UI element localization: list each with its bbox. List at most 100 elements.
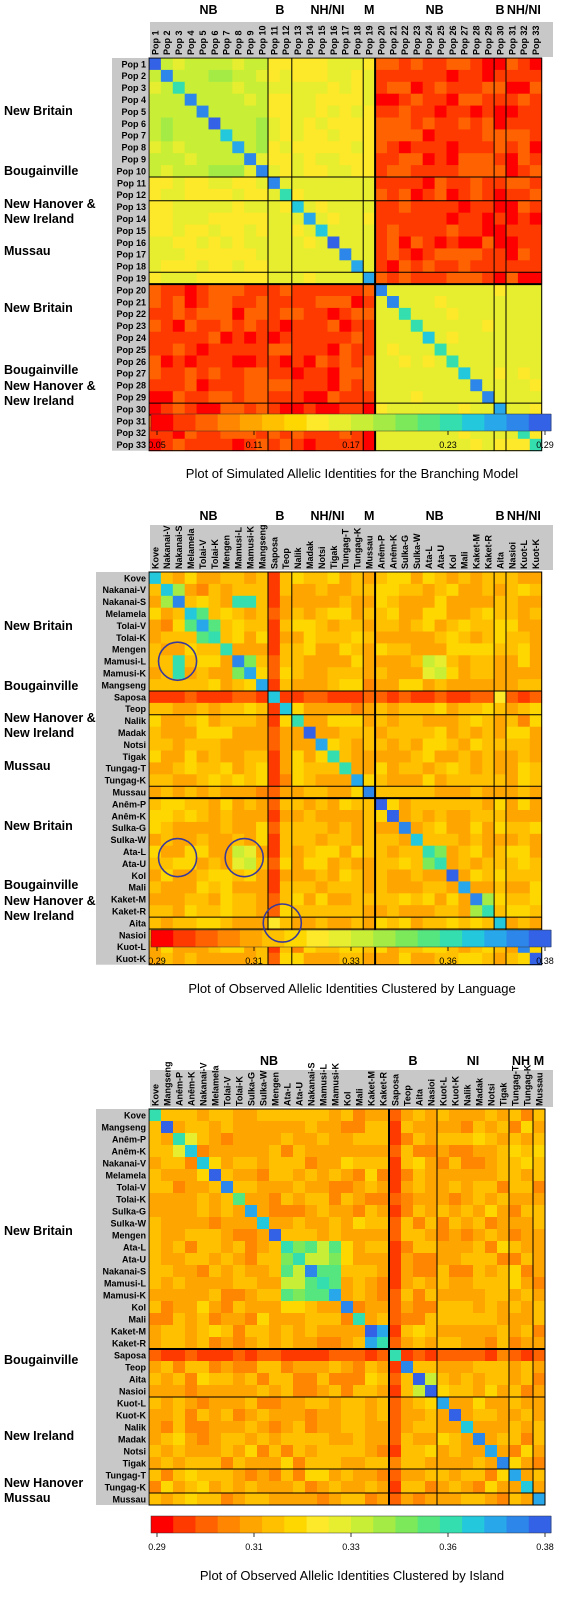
heatmap-cell (233, 1433, 246, 1446)
heatmap-cell (305, 1397, 318, 1410)
heatmap-cell (497, 1121, 510, 1134)
heatmap-cell (173, 1193, 186, 1206)
heatmap-cell (375, 798, 388, 811)
heatmap-cell (279, 893, 293, 906)
heatmap-cell (257, 1313, 270, 1326)
heatmap-cell (410, 762, 424, 775)
heatmap-cell (208, 438, 221, 452)
heatmap-cell (184, 572, 197, 585)
heatmap-cell (529, 619, 543, 632)
heatmap-cell (529, 367, 543, 380)
heatmap-cell (208, 129, 221, 142)
heatmap-cell (473, 1157, 486, 1170)
heatmap-cell (160, 643, 174, 656)
heatmap-cell (268, 307, 281, 321)
heatmap-cell (461, 1289, 474, 1302)
heatmap-cell (305, 1229, 318, 1242)
heatmap-cell (291, 869, 305, 882)
heatmap-cell (470, 188, 483, 202)
heatmap-cell (161, 1337, 174, 1350)
heatmap-cell (315, 572, 328, 585)
heatmap-cell (461, 1421, 474, 1434)
heatmap-cell (256, 69, 269, 83)
heatmap-cell (389, 1397, 402, 1410)
heatmap-cell (353, 1109, 366, 1122)
heatmap-cell (389, 1457, 402, 1470)
heatmap-cell (245, 1193, 258, 1206)
heatmap-cell (279, 188, 293, 202)
heatmap-cell (303, 438, 316, 452)
heatmap-cell (365, 1193, 378, 1206)
heatmap-cell (268, 200, 281, 214)
heatmap-cell (494, 296, 507, 309)
heatmap-cell (208, 117, 221, 130)
heatmap-cell (327, 750, 340, 763)
heatmap-cell (497, 1421, 510, 1434)
heatmap-cell (434, 260, 447, 273)
heatmap-cell (375, 212, 388, 225)
heatmap-cell (425, 1493, 438, 1506)
heatmap-cell (257, 1277, 270, 1290)
heatmap-cell (208, 631, 221, 644)
heatmap-cell (305, 1217, 318, 1230)
heatmap-cell (339, 355, 352, 368)
heatmap-cell (363, 69, 376, 83)
heatmap-cell (410, 798, 424, 811)
heatmap-cell (398, 165, 412, 178)
heatmap-cell (172, 105, 186, 118)
heatmap-cell (494, 391, 507, 404)
heatmap-cell (485, 1289, 498, 1302)
heatmap-cell (327, 58, 340, 71)
heatmap-cell (245, 1181, 258, 1194)
heatmap-cell (197, 1493, 210, 1506)
column-label: Kaket-R (378, 1071, 388, 1106)
heatmap-cell (244, 379, 257, 392)
heatmap-cell (185, 1181, 198, 1194)
column-label: Nakanai-V (162, 525, 172, 569)
heatmap-cell (363, 762, 376, 775)
colorbar-swatch (306, 414, 330, 431)
heatmap-cell (517, 81, 531, 95)
heatmap-cell (387, 141, 400, 154)
heatmap-cell (458, 141, 471, 154)
heatmap-cell (375, 607, 388, 620)
heatmap-cell (172, 153, 186, 166)
heatmap-cell (446, 714, 459, 728)
heatmap-cell (485, 1277, 498, 1290)
heatmap-cell (482, 821, 495, 835)
heatmap-cell (232, 58, 245, 71)
row-group-label: New Britain (4, 301, 73, 315)
heatmap-cell (434, 750, 447, 763)
heatmap-cell (172, 643, 186, 656)
heatmap-cell (422, 905, 435, 918)
heatmap-cell (315, 272, 328, 285)
heatmap-cell (279, 105, 293, 118)
heatmap-cell (353, 1193, 366, 1206)
heatmap-cell (494, 236, 507, 249)
heatmap-cell (422, 177, 435, 190)
heatmap-cell (473, 1433, 486, 1446)
heatmap-cell (434, 821, 447, 835)
heatmap-cell (160, 296, 174, 309)
heatmap-cell (509, 1133, 522, 1146)
heatmap-cell (473, 1421, 486, 1434)
row-label: Pop 33 (116, 440, 146, 450)
heatmap-cell (410, 691, 424, 704)
heatmap-cell (521, 1289, 534, 1302)
heatmap-cell (485, 1457, 498, 1470)
heatmap-cell (185, 1457, 198, 1470)
heatmap-cell (446, 857, 459, 870)
heatmap-cell (521, 1193, 534, 1206)
column-label: Pop 18 (353, 25, 363, 55)
heatmap-cell (497, 1445, 510, 1458)
heatmap-cell (160, 798, 174, 811)
heatmap-cell (339, 141, 352, 154)
heatmap-cell (458, 750, 471, 763)
heatmap-cell (173, 1217, 186, 1230)
heatmap-cell (315, 905, 328, 918)
heatmap-cell (245, 1145, 258, 1158)
heatmap-cell (351, 307, 364, 321)
heatmap-cell (482, 869, 495, 882)
heatmap-cell (529, 438, 543, 452)
heatmap-cell (351, 774, 364, 787)
